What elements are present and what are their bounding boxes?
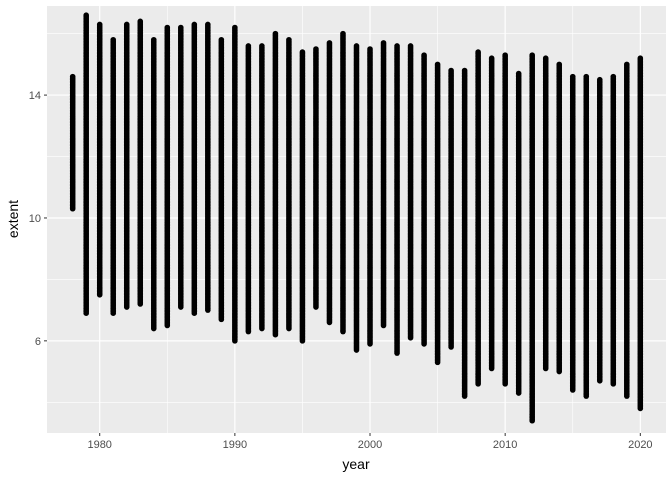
year-column-2002 xyxy=(394,43,400,356)
data-point xyxy=(394,43,400,49)
year-column-1991 xyxy=(245,43,252,335)
data-point xyxy=(353,43,360,49)
year-column-1998 xyxy=(340,30,346,335)
data-point xyxy=(232,24,238,31)
year-column-1985 xyxy=(164,24,171,329)
year-column-2001 xyxy=(380,40,387,329)
data-point xyxy=(367,46,373,52)
data-point xyxy=(380,40,387,46)
data-point xyxy=(299,49,306,55)
year-column-1989 xyxy=(218,36,225,323)
data-point xyxy=(326,40,333,46)
year-column-1978 xyxy=(69,73,76,212)
year-column-1987 xyxy=(191,21,198,316)
data-point xyxy=(286,36,292,43)
data-point xyxy=(96,21,103,28)
year-column-1984 xyxy=(150,36,157,332)
data-point xyxy=(123,21,130,28)
year-column-1992 xyxy=(259,43,265,332)
year-column-2000 xyxy=(367,46,373,347)
data-point xyxy=(178,24,184,31)
data-point xyxy=(259,43,265,49)
year-column-1994 xyxy=(286,36,292,332)
year-column-1981 xyxy=(110,36,117,316)
data-point xyxy=(245,43,252,49)
year-column-1999 xyxy=(353,43,360,353)
year-column-1997 xyxy=(326,40,333,326)
data-point xyxy=(69,73,76,80)
year-column-1995 xyxy=(299,49,306,344)
year-column-1996 xyxy=(313,46,319,310)
year-column-1982 xyxy=(123,21,130,310)
data-point xyxy=(83,12,89,19)
data-point xyxy=(407,43,414,49)
data-point xyxy=(272,30,279,37)
year-column-1986 xyxy=(178,24,184,310)
data-points xyxy=(69,12,644,424)
data-point xyxy=(205,21,211,28)
data-point xyxy=(137,18,144,25)
data-point xyxy=(340,30,346,37)
year-column-1979 xyxy=(83,12,89,316)
data-point xyxy=(150,36,157,43)
year-column-2004 xyxy=(421,52,427,347)
data-point xyxy=(218,36,225,43)
data-point xyxy=(313,46,319,52)
year-column-1988 xyxy=(205,21,211,313)
data-point xyxy=(164,24,171,31)
year-column-1983 xyxy=(137,18,144,307)
year-column-1980 xyxy=(96,21,103,298)
data-point xyxy=(191,21,198,28)
year-column-1990 xyxy=(232,24,238,344)
year-column-1993 xyxy=(272,30,279,338)
data-point xyxy=(110,36,117,43)
year-column-2003 xyxy=(407,43,414,341)
